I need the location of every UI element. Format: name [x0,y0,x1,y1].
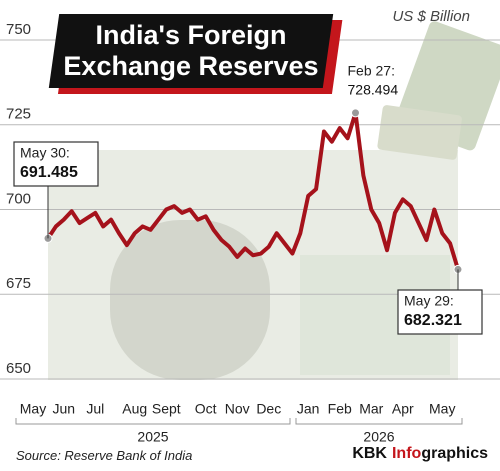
unit-label: US $ Billion [392,8,470,25]
x-tick-label: Jan [297,401,320,417]
brand-part: graphics [421,445,488,462]
brand-org: KBK [352,445,387,462]
y-tick-label: 675 [6,275,31,292]
year-label: 2026 [363,429,394,445]
year-label: 2025 [137,429,168,445]
x-tick-label: Jul [86,401,104,417]
annotation-box [13,141,99,187]
data-line [46,110,460,271]
y-tick-label: 725 [6,106,31,123]
chart-title-box: India's Foreign Exchange Reserves [48,14,334,88]
value-label: 691.485 [20,164,78,181]
x-tick-label: Apr [392,401,414,417]
brand: KBK Infographics [352,445,488,463]
plot: May 30: 691.485 Feb 27: 728.494 May 29: 682.3… [13,63,483,335]
x-tick-label: Sept [152,401,181,417]
x-tick-label: Nov [225,401,250,417]
brand-part: Info [391,445,422,462]
annotation-box [397,289,483,335]
annotation-date: Feb 27: [348,63,395,79]
annotation-date: May 29: [404,293,454,309]
year-bracket [295,418,463,425]
x-tick-label: Feb [328,401,352,417]
x-tick-label: Oct [195,401,217,417]
portrait-backdrop [110,220,270,380]
y-tick-label: 700 [6,190,31,207]
chart-title: India's Foreign Exchange Reserves [63,20,319,81]
value-label: 728.494 [348,82,399,98]
y-tick-label: 650 [6,360,31,377]
point-marker [351,108,360,118]
y-tick-label: 750 [6,21,31,38]
annotation-date: May 30: [20,145,70,161]
value-label: 682.321 [404,312,462,329]
source: Source: Reserve Bank of India [16,448,193,463]
x-tick-label: May [20,401,46,417]
year-bracket [15,418,291,425]
x-tick-label: Mar [359,401,383,417]
x-tick-label: Dec [256,401,281,417]
x-tick-label: May [429,401,455,417]
x-tick-label: Aug [122,401,147,417]
money-stack [377,105,462,160]
x-tick-label: Jun [52,401,75,417]
